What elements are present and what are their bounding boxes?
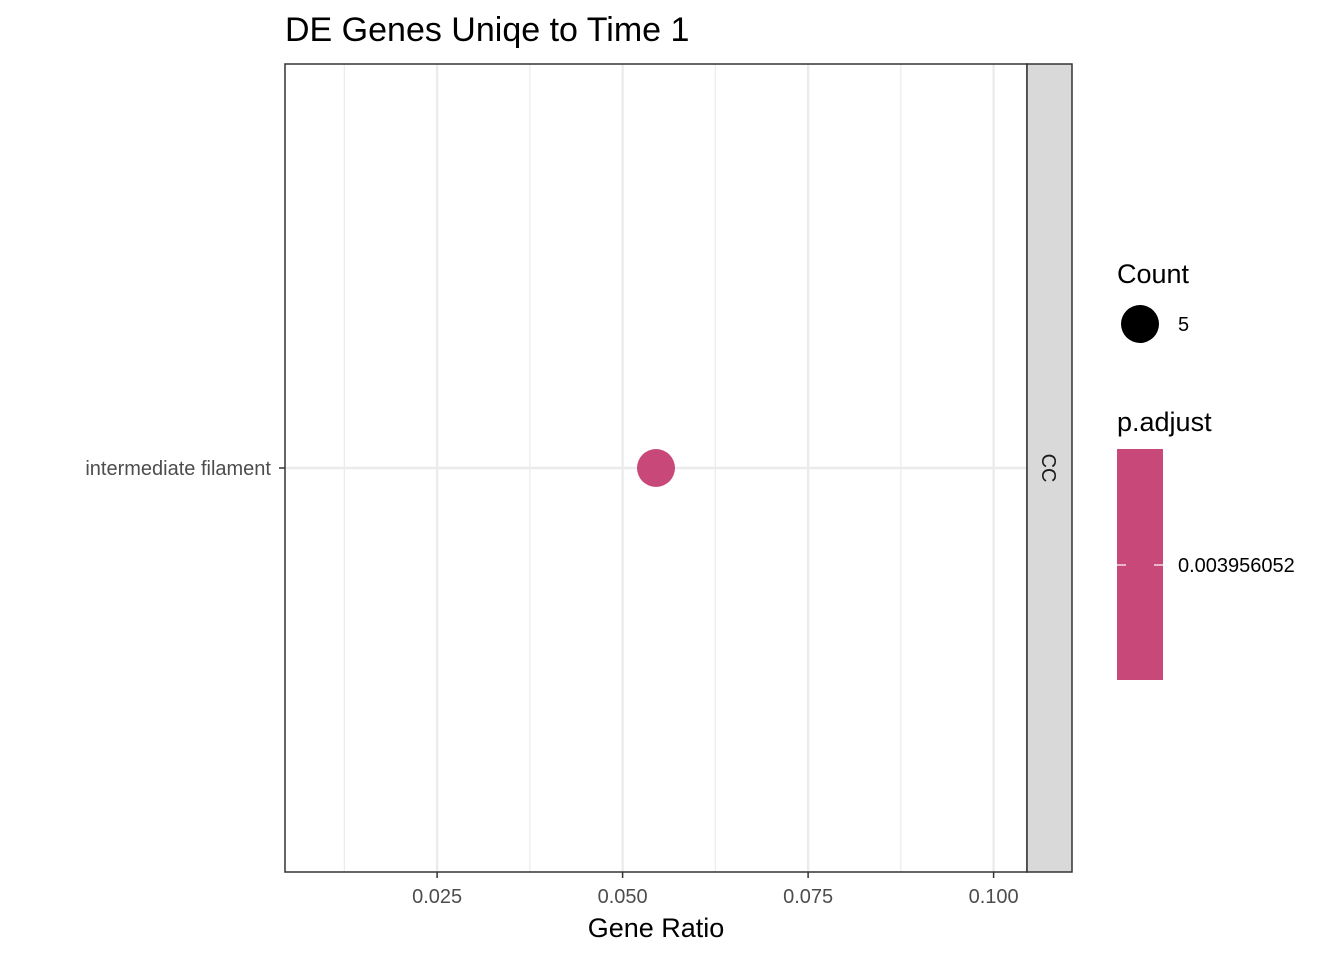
x-tick-label: 0.100 xyxy=(969,886,1019,908)
x-axis-title: Gene Ratio xyxy=(588,913,725,943)
x-axis-ticks: 0.025 0.050 0.075 0.100 xyxy=(412,872,1019,908)
legend-count-key xyxy=(1121,305,1159,343)
facet-strip-label: CC xyxy=(1037,454,1059,483)
x-tick-label: 0.025 xyxy=(412,886,462,908)
legend-count-label: 5 xyxy=(1178,314,1189,336)
chart-title: DE Genes Uniqe to Time 1 xyxy=(285,11,689,49)
legend-count-title: Count xyxy=(1117,259,1190,289)
y-tick-label: intermediate filament xyxy=(85,458,271,480)
legend-padjust-label: 0.003956052 xyxy=(1178,555,1295,577)
y-axis-ticks: intermediate filament xyxy=(85,458,285,480)
x-tick-label: 0.050 xyxy=(598,886,648,908)
data-point xyxy=(637,449,675,487)
data-points xyxy=(637,449,675,487)
legend-padjust-title: p.adjust xyxy=(1117,407,1212,437)
facet-strip xyxy=(1026,63,1073,873)
major-gridlines xyxy=(285,64,1027,872)
x-tick-label: 0.075 xyxy=(783,886,833,908)
